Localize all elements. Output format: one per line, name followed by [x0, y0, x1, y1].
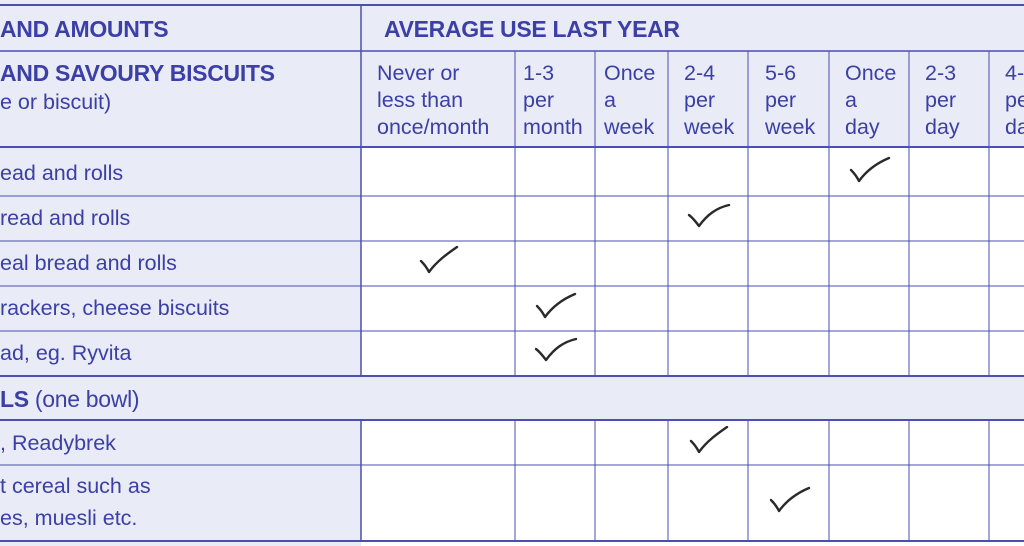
check-mark-icon — [769, 486, 810, 513]
check-mark-stroke — [534, 337, 578, 362]
check-mark-icon — [689, 426, 729, 454]
average-use-header: AVERAGE USE LAST YEAR — [384, 16, 680, 42]
row-label-bread-3: eal bread and rolls — [0, 251, 177, 275]
cereals-row-shade — [0, 377, 1024, 420]
check-mark-stroke — [535, 292, 577, 319]
col-never: Never or less than once/month — [377, 61, 490, 139]
bread-group-title: AND SAVOURY BISCUITS — [0, 60, 275, 86]
col-2-3-day: 2-3 per day — [925, 61, 960, 139]
check-mark-icon — [534, 337, 578, 362]
cereals-group-title: LS (one bowl) — [0, 386, 140, 412]
row-label-cereal-2-line-2: es, muesli etc. — [0, 506, 138, 530]
bread-group-subtitle: e or biscuit) — [0, 90, 112, 114]
row-label-bread-4: rackers, cheese biscuits — [0, 296, 230, 320]
row-label-cereal-1: , Readybrek — [0, 431, 116, 455]
check-mark-icon — [849, 156, 891, 183]
check-mark-stroke — [687, 203, 731, 228]
col-5-6-week: 5-6 per week — [765, 61, 816, 139]
header-shade — [0, 0, 1024, 147]
check-mark-icon — [687, 203, 731, 228]
check-mark-stroke — [769, 486, 810, 513]
col-once-week: Once a week — [604, 61, 656, 139]
col-once-day: Once a day — [845, 61, 897, 139]
check-mark-stroke — [689, 426, 729, 454]
food-and-amounts-header: AND AMOUNTS — [0, 16, 169, 42]
row-label-bread-2: read and rolls — [0, 206, 131, 230]
cereals-group-note: (one bowl) — [28, 386, 140, 412]
check-mark-icon — [535, 292, 577, 319]
row-label-cereal-2-line-1: t cereal such as — [0, 474, 151, 498]
col-4-plus-day: 4- pe da — [1005, 61, 1024, 139]
check-mark-stroke — [419, 246, 459, 274]
check-mark-icon — [419, 246, 459, 274]
col-1-3-month: 1-3 per month — [523, 61, 583, 139]
row-label-bread-5: ad, eg. Ryvita — [0, 341, 132, 365]
check-mark-stroke — [849, 156, 891, 183]
row-label-bread-1: ead and rolls — [0, 161, 124, 185]
label-column-shade — [0, 147, 361, 546]
col-2-4-week: 2-4 per week — [684, 61, 735, 139]
